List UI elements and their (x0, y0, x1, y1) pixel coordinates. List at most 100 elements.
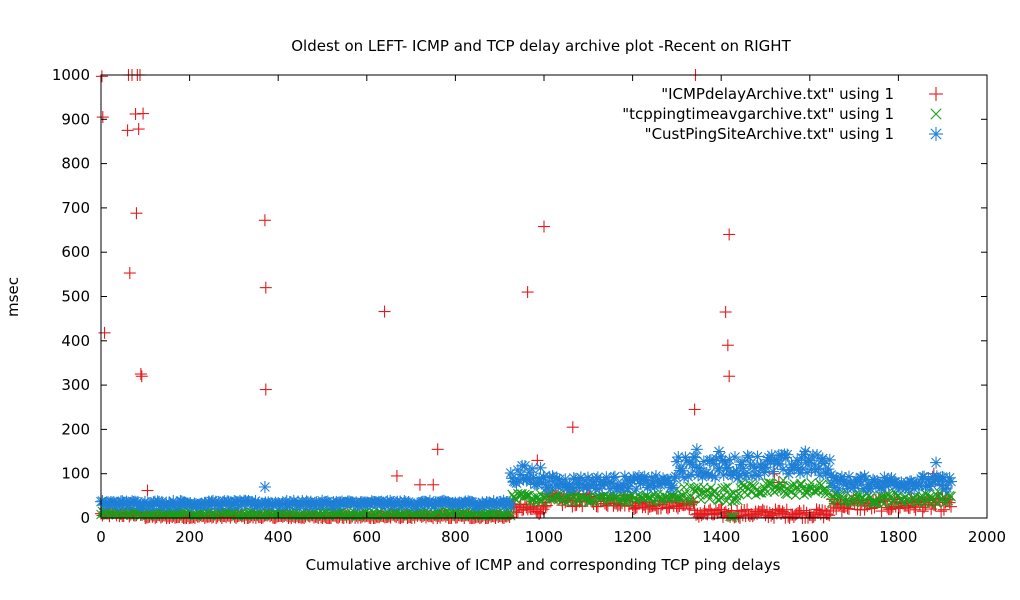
series-3 (95, 443, 958, 513)
y-tick-label: 400 (61, 332, 90, 350)
axes: 0 200 400 600 800 1000 1200 1400 1600 1800 2000 0 10… (52, 66, 1006, 546)
x-tick-label: 1800 (879, 528, 917, 546)
data-point (800, 485, 811, 496)
data-point (351, 510, 362, 521)
data-point (504, 507, 515, 517)
data-point (569, 496, 580, 507)
x-tick-label: 800 (441, 528, 470, 546)
data-point (823, 453, 836, 466)
y-tick-label: 500 (61, 288, 90, 306)
data-point (742, 489, 753, 500)
data-point (751, 450, 764, 463)
data-point (96, 111, 109, 124)
data-point (390, 469, 403, 482)
data-point (258, 214, 271, 227)
data-point (723, 481, 733, 492)
data-point (413, 478, 426, 491)
data-point (723, 370, 736, 383)
data-point (690, 443, 703, 456)
legend-label: "CustPingSiteArchive.txt" using 1 (645, 125, 894, 143)
data-point (538, 492, 549, 503)
data-point (629, 501, 642, 514)
data-point (945, 475, 958, 488)
x-tick-label: 1200 (614, 528, 652, 546)
data-point (531, 505, 544, 518)
data-point (688, 403, 701, 416)
data-point (796, 478, 806, 489)
legend-marker (929, 127, 943, 141)
data-point (806, 511, 819, 524)
x-tick-label: 1600 (791, 528, 829, 546)
data-point (762, 487, 773, 497)
data-point (317, 508, 328, 519)
y-axis-label: msec (4, 277, 22, 317)
data-point (945, 500, 958, 513)
data-point (778, 475, 789, 486)
y-tick-label: 700 (61, 199, 90, 217)
data-points (95, 69, 958, 524)
data-point (781, 448, 794, 461)
data-point (786, 487, 797, 497)
data-point (708, 486, 719, 497)
data-point (937, 503, 950, 516)
legend-marker (930, 108, 942, 120)
data-point (671, 492, 682, 503)
y-tick-label: 1000 (52, 66, 90, 84)
data-point (538, 220, 550, 233)
data-point (720, 482, 730, 493)
data-point (259, 383, 272, 396)
y-tick-label: 900 (61, 110, 90, 128)
y-tick-label: 200 (61, 420, 90, 438)
data-point (504, 499, 517, 512)
series-2 (96, 475, 956, 523)
data-point (566, 421, 579, 434)
data-point (727, 512, 738, 523)
data-point (378, 305, 391, 318)
data-point (141, 484, 154, 497)
data-point (721, 339, 734, 352)
data-point (123, 267, 136, 280)
data-point (763, 478, 774, 488)
data-point (433, 507, 444, 518)
legend: "ICMPdelayArchive.txt" using 1 "tcppingti… (622, 85, 943, 143)
data-point (582, 493, 593, 503)
y-tick-label: 0 (80, 509, 90, 527)
data-point (95, 70, 108, 83)
data-point (769, 487, 780, 497)
data-point (725, 511, 735, 522)
data-point (534, 461, 547, 474)
data-point (521, 286, 534, 299)
data-point (702, 468, 715, 481)
y-tick-label: 600 (61, 243, 90, 261)
data-point (98, 326, 111, 339)
x-tick-label: 200 (175, 528, 204, 546)
data-point (799, 445, 812, 458)
data-point (707, 457, 720, 470)
y-tick-label: 100 (61, 465, 90, 483)
x-axis-label: Cumulative archive of ICMP and correspon… (306, 556, 781, 574)
data-point (723, 228, 736, 241)
data-point (723, 453, 736, 466)
data-point (712, 445, 725, 458)
data-point (608, 470, 621, 483)
data-point (653, 489, 664, 500)
data-point (466, 510, 476, 521)
data-point (132, 123, 145, 136)
data-point (534, 495, 545, 505)
data-point (765, 509, 778, 522)
data-point (736, 456, 749, 469)
data-point (344, 510, 354, 521)
data-point (943, 471, 956, 484)
data-point (505, 510, 516, 521)
data-point (729, 511, 740, 522)
data-point (134, 368, 147, 381)
data-point (259, 281, 272, 294)
data-point (431, 443, 444, 456)
data-point (914, 492, 925, 503)
chart-title: Oldest on LEFT- ICMP and TCP delay archi… (291, 37, 791, 55)
x-tick-label: 2000 (968, 528, 1006, 546)
data-point (137, 107, 150, 120)
legend-marker (929, 87, 943, 101)
data-point (729, 451, 742, 464)
data-point (719, 306, 732, 319)
